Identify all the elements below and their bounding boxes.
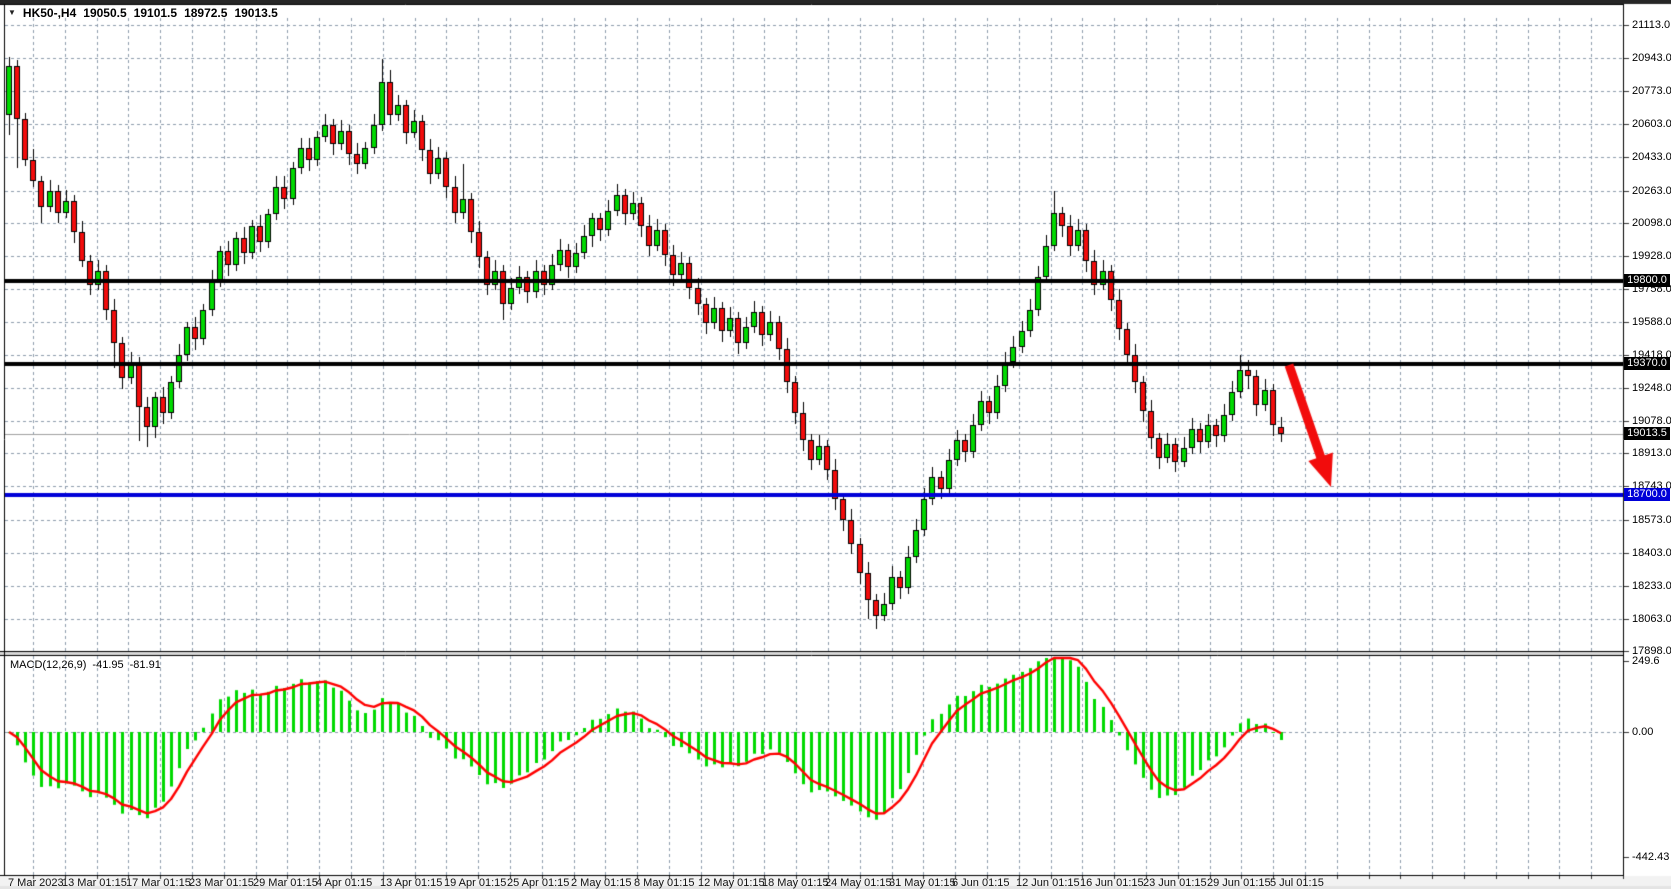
title-high-value: 19101.5	[133, 6, 178, 20]
price-axis-label: 17898.0	[1632, 645, 1671, 657]
time-axis-label: 6 Jun 01:15	[952, 877, 1010, 889]
price-axis-label: 19078.0	[1632, 415, 1671, 427]
title-low-value: 18972.5	[184, 6, 228, 20]
time-axis-label: 24 May 01:15	[825, 877, 892, 889]
title-close-value: 19013.5	[234, 6, 278, 20]
time-axis-label: 12 Jun 01:15	[1016, 877, 1080, 889]
time-axis-label: 17 Mar 01:15	[126, 877, 191, 889]
time-axis-label: 5 Jul 01:15	[1270, 877, 1324, 889]
macd-zero-label: 0.00	[1632, 726, 1654, 738]
time-axis-label: 18 May 01:15	[762, 877, 829, 889]
macd-max-label: 249.6	[1632, 655, 1660, 667]
time-axis-label: 4 Apr 01:15	[316, 877, 373, 889]
price-line-badge: 18700.0	[1624, 488, 1670, 501]
time-axis-label: 13 Mar 01:15	[62, 877, 127, 889]
price-line-badge: 19800.0	[1624, 274, 1670, 287]
time-axis-label: 2 May 01:15	[571, 877, 632, 889]
symbol-dropdown-icon[interactable]: ▼	[8, 7, 16, 17]
time-axis-label: 31 May 01:15	[889, 877, 956, 889]
chart-title: ▼ HK50-,H4 19050.5 19101.5 18972.5 19013…	[8, 6, 278, 20]
time-axis-label: 8 May 01:15	[634, 877, 695, 889]
price-axis-label: 19588.0	[1632, 316, 1671, 328]
time-axis-label: 29 Jun 01:15	[1207, 877, 1271, 889]
time-axis-label: 7 Mar 2023	[8, 877, 64, 889]
time-axis-label: 23 Mar 01:15	[189, 877, 254, 889]
macd-name: MACD(12,26,9)	[10, 659, 87, 671]
macd-min-label: -442.43	[1632, 851, 1670, 863]
title-open-value: 19050.5	[83, 6, 127, 20]
macd-signal-value: -81.91	[129, 659, 161, 671]
time-axis-label: 16 Jun 01:15	[1080, 877, 1144, 889]
time-axis-label: 29 Mar 01:15	[253, 877, 318, 889]
time-axis-label: 23 Jun 01:15	[1143, 877, 1207, 889]
macd-value: -41.95	[92, 659, 124, 671]
price-axis-label: 20263.0	[1632, 185, 1671, 197]
price-axis-label: 18403.0	[1632, 547, 1671, 559]
price-axis-label: 19248.0	[1632, 382, 1671, 394]
time-axis-label: 12 May 01:15	[698, 877, 765, 889]
price-axis-label: 20603.0	[1632, 118, 1671, 130]
symbol-period-label: HK50-,H4	[22, 6, 77, 20]
price-axis-label: 19928.0	[1632, 250, 1671, 262]
price-axis-label: 18913.0	[1632, 447, 1671, 459]
price-axis-label: 20433.0	[1632, 151, 1671, 163]
price-axis-label: 18233.0	[1632, 580, 1671, 592]
macd-indicator-label: MACD(12,26,9) -41.95 -81.91	[10, 659, 161, 671]
price-axis-label: 18063.0	[1632, 613, 1671, 625]
price-axis-label: 20098.0	[1632, 217, 1671, 229]
price-line-badge: 19370.0	[1624, 357, 1670, 370]
price-axis-label: 21113.0	[1632, 19, 1671, 31]
current-price-badge: 19013.5	[1624, 427, 1670, 440]
time-axis-label: 19 Apr 01:15	[444, 877, 507, 889]
time-axis-label: 25 Apr 01:15	[507, 877, 570, 889]
time-axis-label: 13 Apr 01:15	[380, 877, 443, 889]
price-axis-label: 18573.0	[1632, 514, 1671, 526]
price-axis-label: 20943.0	[1632, 52, 1671, 64]
price-axis-label: 20773.0	[1632, 85, 1671, 97]
